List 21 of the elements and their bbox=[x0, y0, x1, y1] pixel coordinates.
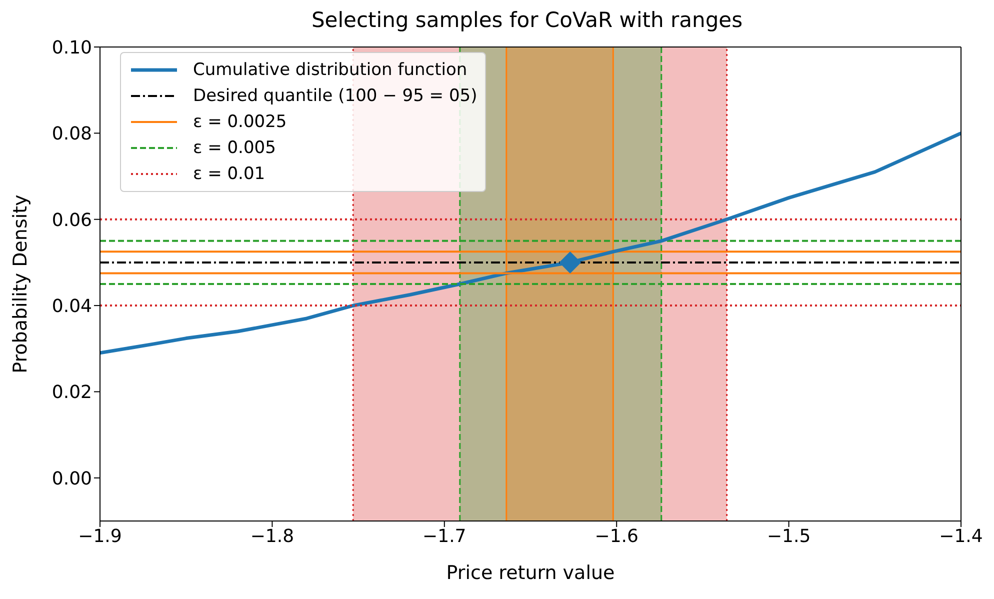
y-axis-title: Probability Density bbox=[10, 194, 32, 374]
legend-label: ε = 0.01 bbox=[193, 164, 266, 184]
y-tick-label: 0.10 bbox=[52, 37, 92, 58]
x-tick-label: −1.6 bbox=[594, 526, 638, 547]
line-series bbox=[100, 131, 961, 355]
x-tick-label: −1.8 bbox=[250, 526, 294, 547]
legend-label: ε = 0.0025 bbox=[193, 112, 287, 132]
y-tick-label: 0.06 bbox=[52, 210, 92, 231]
y-tick-label: 0.08 bbox=[52, 124, 92, 145]
chart-title: Selecting samples for CoVaR with ranges bbox=[310, 8, 744, 34]
legend-label: ε = 0.005 bbox=[193, 138, 276, 158]
y-tick-label: 0.02 bbox=[52, 382, 92, 404]
legend-label: Desired quantile (100 − 95 = 05) bbox=[193, 86, 478, 106]
x-axis-title: Price return value bbox=[446, 562, 615, 584]
x-tick-label: −1.5 bbox=[766, 526, 811, 547]
x-tick-label: −1.7 bbox=[422, 526, 466, 547]
x-tick-label: −1.9 bbox=[78, 526, 122, 547]
y-tick-label: 0.00 bbox=[52, 468, 92, 490]
y-tick-label: 0.04 bbox=[52, 296, 92, 317]
x-tick-label: −1.4 bbox=[939, 526, 983, 547]
legend-label: Cumulative distribution function bbox=[193, 60, 468, 80]
